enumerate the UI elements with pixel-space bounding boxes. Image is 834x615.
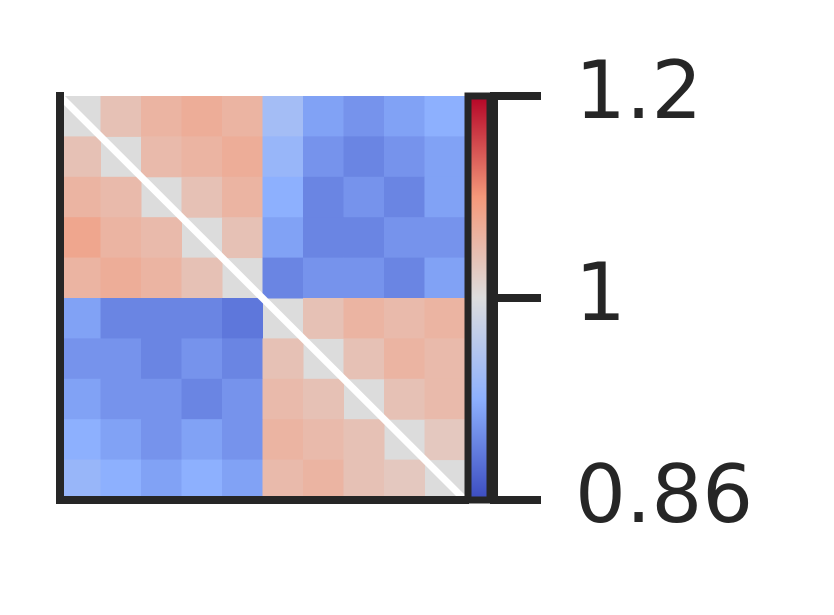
heatmap-cell (141, 459, 182, 501)
heatmap-cell (100, 459, 142, 501)
heatmap-cell (141, 378, 182, 420)
heatmap-cell (262, 419, 304, 461)
heatmap-cell (424, 338, 466, 380)
colorbar-tick-label: 1 (575, 246, 626, 339)
heatmap-cell (424, 298, 466, 339)
heatmap-cell (424, 378, 466, 420)
heatmap-cell (60, 257, 101, 299)
heatmap-cell (222, 419, 263, 461)
heatmap-cell (343, 419, 385, 461)
heatmap-cell (222, 217, 263, 259)
heatmap-cells (60, 96, 466, 501)
heatmap-cell (343, 298, 385, 339)
heatmap-cell (424, 257, 466, 299)
heatmap-cell (181, 298, 223, 339)
heatmap-cell (141, 257, 182, 299)
heatmap-cell (181, 176, 223, 218)
heatmap-cell (60, 298, 101, 339)
colorbar-axis: 1.2 1 0.86 (490, 44, 753, 541)
heatmap-cell (303, 257, 344, 299)
heatmap-cell (60, 338, 101, 380)
heatmap-cell (181, 459, 223, 501)
heatmap-cell (181, 338, 223, 380)
heatmap-cell (384, 378, 425, 420)
heatmap-cell (100, 419, 142, 461)
heatmap-cell (384, 459, 425, 501)
heatmap-cell (384, 298, 425, 339)
heatmap-cell (384, 257, 425, 299)
heatmap-cell (343, 136, 385, 178)
colorbar (464, 92, 494, 504)
heatmap-cell (303, 459, 344, 501)
heatmap-cell (181, 136, 223, 178)
heatmap-cell (303, 419, 344, 461)
diagonal (57, 93, 468, 503)
colorbar-tick-label: 0.86 (575, 448, 753, 541)
heatmap-cell (100, 217, 142, 259)
heatmap-cell (60, 176, 101, 218)
heatmap-cell (60, 459, 101, 501)
heatmap-cell (181, 257, 223, 299)
heatmap-cell (222, 378, 263, 420)
heatmap-cell (222, 459, 263, 501)
heatmap-cell (303, 136, 344, 178)
heatmap-cell (303, 176, 344, 218)
heatmap-cell (181, 96, 223, 137)
heatmap-cell (384, 136, 425, 178)
heatmap-cell (100, 338, 142, 380)
heatmap-cell (303, 217, 344, 259)
heatmap-cell (343, 338, 385, 380)
heatmap-cell (60, 217, 101, 259)
heatmap-cell (343, 257, 385, 299)
heatmap-cell (262, 176, 304, 218)
heatmap-cell (384, 338, 425, 380)
heatmap-cell (424, 136, 466, 178)
heatmap-cell (181, 378, 223, 420)
heatmap-cell (384, 217, 425, 259)
heatmap-cell (100, 378, 142, 420)
heatmap-cell (222, 338, 263, 380)
heatmap-cell (262, 257, 304, 299)
heatmap-cell (384, 176, 425, 218)
heatmap-cell (262, 136, 304, 178)
heatmap-cell (60, 136, 101, 178)
heatmap-cell (424, 419, 466, 461)
heatmap-cell (100, 176, 142, 218)
heatmap-cell (303, 298, 344, 339)
heatmap-cell (343, 459, 385, 501)
heatmap-cell (303, 96, 344, 137)
heatmap-cell (343, 217, 385, 259)
heatmap-cell (141, 217, 182, 259)
heatmap-cell (141, 338, 182, 380)
heatmap-cell (384, 96, 425, 137)
heatmap-cell (424, 96, 466, 137)
heatmap-cell (222, 136, 263, 178)
heatmap-cell (343, 96, 385, 137)
heatmap-cell (424, 217, 466, 259)
heatmap-cell (222, 298, 263, 339)
heatmap-cell (141, 136, 182, 178)
heatmap-cell (262, 338, 304, 380)
heatmap-cell (141, 419, 182, 461)
heatmap-cell (262, 378, 304, 420)
colorbar-tick-label: 1.2 (575, 44, 702, 137)
heatmap-cell (100, 298, 142, 339)
heatmap-cell (424, 176, 466, 218)
heatmap-cell (100, 257, 142, 299)
heatmap-cell (222, 176, 263, 218)
heatmap-cell (222, 96, 263, 137)
heatmap-cell (181, 419, 223, 461)
heatmap-cell (262, 217, 304, 259)
heatmap-cell (141, 96, 182, 137)
heatmap-cell (343, 176, 385, 218)
heatmap-cell (60, 378, 101, 420)
heatmap-cell (262, 459, 304, 501)
heatmap-cell (141, 298, 182, 339)
heatmap-cell (262, 96, 304, 137)
heatmap-cell (303, 378, 344, 420)
heatmap-cell (60, 419, 101, 461)
heatmap-cell (100, 96, 142, 137)
